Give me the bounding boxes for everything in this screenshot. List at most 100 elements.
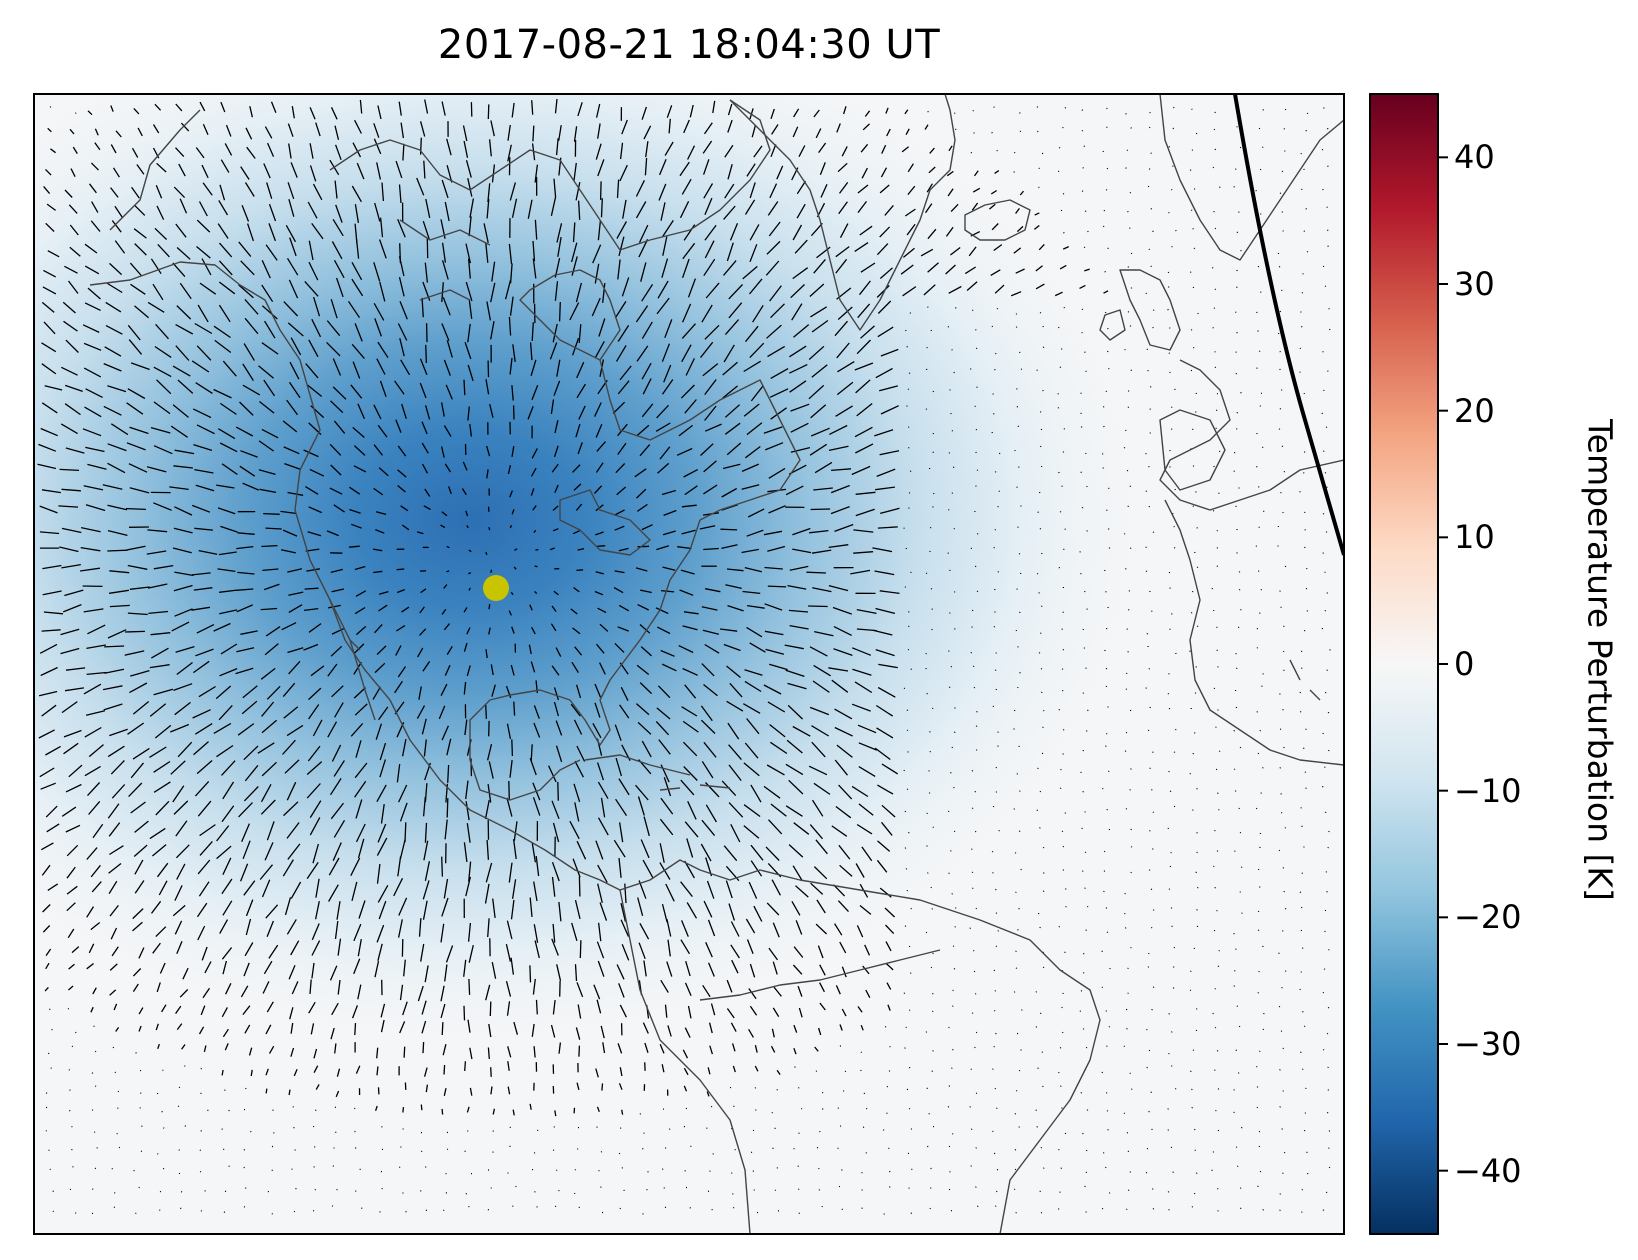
wind-vector	[336, 901, 341, 920]
wind-vector	[1062, 869, 1065, 871]
wind-vector	[107, 629, 127, 639]
wind-vector	[1036, 809, 1039, 812]
wind-vector	[635, 180, 645, 197]
wind-vector	[572, 530, 580, 535]
wind-vector	[666, 918, 672, 937]
wind-vector	[909, 312, 912, 314]
wind-vector	[334, 702, 344, 718]
wind-vector	[287, 491, 304, 496]
wind-vector	[171, 621, 190, 632]
wind-vector	[1151, 1008, 1153, 1011]
wind-vector	[788, 609, 809, 613]
wind-vector	[1258, 350, 1261, 352]
wind-vector	[334, 1043, 337, 1054]
wind-vector	[1127, 210, 1129, 213]
wind-vector	[766, 324, 782, 339]
wind-vector	[1021, 1009, 1023, 1011]
wind-vector	[602, 283, 606, 303]
wind-vector	[1129, 1171, 1132, 1173]
wind-vector	[155, 323, 169, 340]
wind-vector	[832, 606, 853, 615]
wind-vector	[1191, 1206, 1194, 1208]
wind-vector	[952, 945, 955, 947]
wind-vector	[219, 242, 233, 258]
wind-vector	[149, 746, 167, 758]
wind-vector	[994, 1205, 997, 1207]
wind-vector	[615, 463, 626, 474]
wind-vector	[444, 664, 451, 676]
wind-vector	[969, 1106, 971, 1108]
wind-vector	[87, 463, 107, 470]
wind-vector	[192, 709, 211, 719]
wind-vector	[1014, 449, 1016, 452]
wind-vector	[419, 358, 428, 375]
wind-vector	[746, 163, 756, 177]
wind-vector	[925, 1031, 928, 1033]
wind-vector	[1168, 211, 1170, 214]
wind-vector	[880, 167, 888, 178]
wind-vector	[111, 220, 122, 233]
wind-vector	[440, 985, 445, 1002]
wind-vector	[421, 718, 427, 735]
wind-vector	[290, 1022, 294, 1034]
wind-vector	[968, 246, 977, 257]
wind-vector	[467, 178, 473, 197]
wind-vector	[876, 285, 890, 298]
wind-vector	[813, 782, 831, 795]
wind-vector	[634, 468, 647, 478]
wind-vector	[1192, 752, 1195, 755]
wind-vector	[286, 822, 300, 839]
wind-vector	[1235, 948, 1237, 950]
wind-vector	[529, 1103, 532, 1110]
wind-vector	[572, 858, 581, 878]
wind-vector	[44, 385, 63, 391]
wind-vector	[507, 1046, 512, 1058]
wind-vector	[398, 256, 405, 277]
wind-vector	[909, 972, 912, 974]
wind-vector	[661, 343, 671, 362]
wind-vector	[241, 205, 250, 222]
wind-vector	[910, 1128, 913, 1130]
wind-vector	[1213, 929, 1216, 932]
wind-vector	[876, 859, 888, 873]
wind-vector	[728, 802, 744, 818]
wind-vector	[1255, 807, 1258, 810]
wind-vector	[71, 946, 80, 954]
wind-vector	[682, 303, 692, 323]
wind-vector	[1284, 908, 1287, 910]
wind-vector	[109, 570, 130, 574]
wind-vector	[65, 447, 85, 454]
wind-vector	[464, 1061, 467, 1072]
wind-vector	[264, 842, 274, 861]
wind-vector	[329, 443, 342, 456]
wind-vector	[975, 485, 977, 487]
wind-vector	[788, 844, 804, 858]
wind-vector	[304, 280, 319, 297]
wind-vector	[703, 258, 716, 277]
wind-vector	[746, 422, 763, 436]
wind-vector	[485, 445, 491, 457]
wind-vector	[1148, 869, 1151, 871]
wind-vector	[1062, 845, 1065, 848]
coastline-arctic-islands	[329, 99, 771, 301]
wind-vector	[240, 260, 255, 276]
wind-vector	[127, 564, 148, 570]
wind-vector	[195, 484, 215, 492]
wind-vector	[837, 900, 849, 913]
wind-vector	[423, 505, 431, 511]
wind-vector	[732, 1065, 736, 1073]
wind-vector	[1172, 966, 1175, 968]
wind-vector	[1148, 1049, 1151, 1052]
wind-vector	[490, 1086, 493, 1095]
wind-vector	[58, 505, 79, 508]
wind-vector	[202, 182, 213, 196]
wind-vector	[260, 607, 278, 611]
wind-vector	[467, 572, 472, 575]
wind-vector	[45, 948, 52, 956]
wind-vector	[702, 363, 719, 377]
wind-vector	[45, 1092, 48, 1094]
wind-vector	[806, 571, 826, 574]
wind-vector	[971, 871, 974, 874]
wind-vector	[976, 1205, 979, 1208]
wind-vector	[263, 512, 280, 515]
